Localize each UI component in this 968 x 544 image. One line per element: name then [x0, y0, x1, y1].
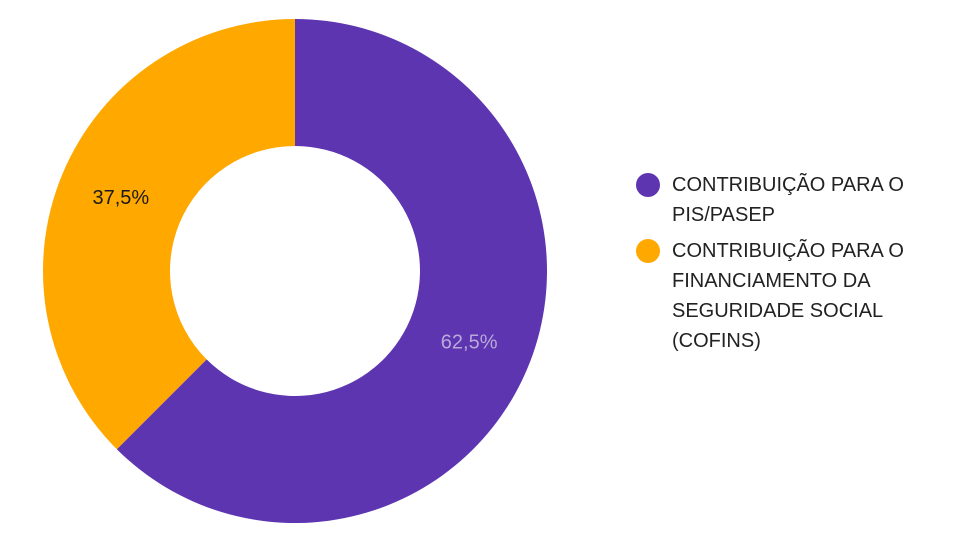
- legend: CONTRIBUIÇÃO PARA O PIS/PASEP CONTRIBUIÇ…: [636, 170, 956, 362]
- donut-slice-1[interactable]: [42, 19, 295, 450]
- legend-item-cofins[interactable]: CONTRIBUIÇÃO PARA O FINANCIAMENTO DA SEG…: [636, 236, 956, 356]
- legend-label-pis-pasep: CONTRIBUIÇÃO PARA O PIS/PASEP: [672, 174, 904, 226]
- legend-item-pis-pasep[interactable]: CONTRIBUIÇÃO PARA O PIS/PASEP: [636, 170, 956, 230]
- legend-label-cofins: CONTRIBUIÇÃO PARA O FINANCIAMENTO DA SEG…: [672, 240, 904, 352]
- donut-slice-0[interactable]: [116, 19, 548, 524]
- slice-value-label-0: 62,5%: [441, 331, 498, 353]
- slice-value-label-1: 37,5%: [92, 187, 149, 209]
- legend-marker-cofins: [636, 239, 660, 263]
- donut-slices: [42, 19, 548, 524]
- donut-chart: 62,5% 37,5%: [42, 19, 548, 524]
- donut-labels: 62,5% 37,5%: [92, 187, 497, 353]
- legend-marker-pis-pasep: [636, 173, 660, 197]
